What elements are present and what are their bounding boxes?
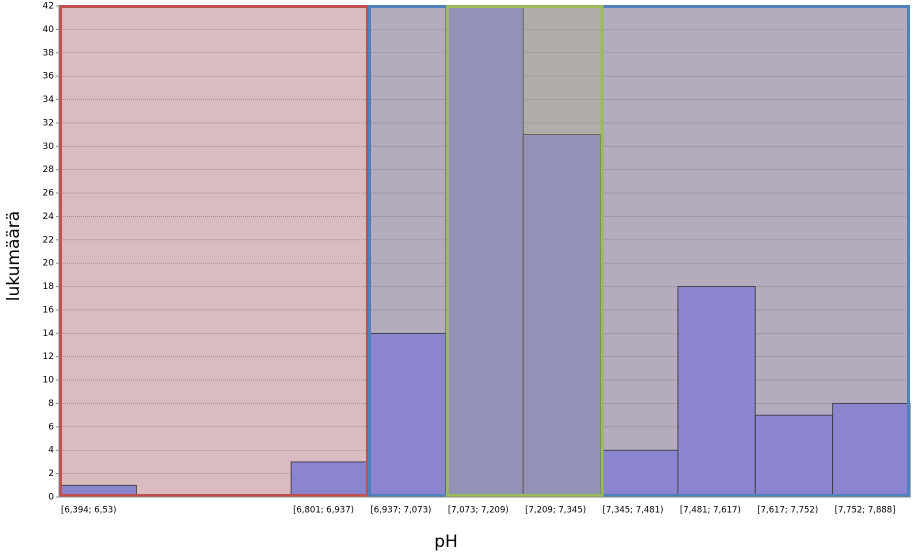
y-tick-label: 36 [43,72,55,82]
y-tick-label: 24 [43,212,55,222]
red-region-frame [59,5,369,497]
y-tick-label: 40 [43,25,55,35]
y-tick-label: 0 [48,493,54,503]
bar [600,449,679,498]
bar [522,134,601,498]
y-tick-label: 10 [43,376,55,386]
region-frames [59,5,910,497]
y-tick-label: 30 [43,142,55,152]
y-tick-label: 6 [48,422,54,432]
red-region-fill [59,6,369,497]
y-tick-label: 26 [43,189,55,199]
y-tick-label: 28 [43,165,55,175]
bar [754,414,834,498]
green-region-frame [445,5,604,497]
bars [58,5,911,498]
x-tick-label: [7,481; 7,617) [680,506,741,516]
y-tick-label: 42 [43,2,54,12]
y-tick-label: 12 [43,352,54,362]
y-tick-label: 16 [43,305,55,315]
blue-region-frame [368,5,910,497]
x-axis-title: pH [434,532,458,552]
y-tick-label: 38 [43,48,55,58]
x-tick-label: [7,617; 7,752) [757,506,818,516]
y-tick-label: 20 [43,259,55,269]
x-tick-label: [7,752; 7,888] [835,506,896,516]
bar [677,286,756,498]
x-tick-label: [6,937; 7,073) [370,506,431,516]
bar [445,5,524,498]
bar [290,461,369,498]
y-tick-label: 8 [48,399,54,409]
x-tick-label: [7,073; 7,209) [448,506,509,516]
x-tick-label: [7,345; 7,481) [603,506,664,516]
bar [368,332,447,498]
y-tick-label: 22 [43,235,54,245]
y-tick-label: 4 [48,446,54,456]
x-tick-label: [6,801; 6,937) [293,506,354,516]
y-tick-label: 32 [43,118,54,128]
y-axis-title: lukumäärä [4,211,24,301]
green-region-tint [447,6,602,497]
bar [832,403,911,498]
y-tick-label: 14 [43,329,55,339]
y-tick-label: 34 [43,95,55,105]
x-tick-label: [7,209; 7,345) [525,506,586,516]
y-tick-label: 2 [48,469,54,479]
y-tick-label: 18 [43,282,55,292]
x-tick-label: [6,394; 6,53) [61,506,116,516]
